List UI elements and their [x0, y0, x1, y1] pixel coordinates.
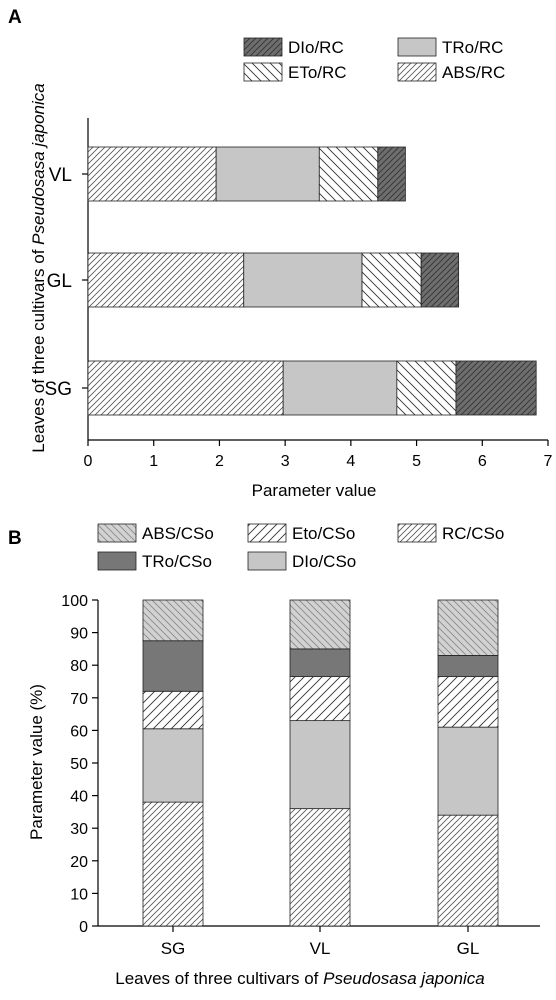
- bar-segment-gl-abs-rc: [87, 252, 245, 308]
- legend-swatch-abs-rc: [397, 62, 437, 82]
- bar-segment-vl-tro-rc: [215, 146, 320, 202]
- panel-a-axes: 0 1 2 3 4 5 6 7 VL GL SG: [45, 118, 553, 470]
- panel-b-y-tick-label: 0: [79, 919, 88, 936]
- bar-segment-vl-eto-rc: [318, 146, 379, 202]
- panel-a-y-axis-label: Leaves of three cultivars of Pseudosasa …: [29, 83, 48, 453]
- panel-a-x-tick-label: 1: [149, 453, 158, 470]
- legend-swatch-tro-rc: [397, 37, 437, 57]
- bar-segment-gl-rc-cso: [437, 814, 499, 927]
- bar-segment-sg-dio-rc: [455, 360, 537, 416]
- panel-b-y-tick-label: 80: [70, 658, 88, 675]
- legend-swatch-eto-cso: [247, 523, 287, 543]
- bar-segment-gl-tro-rc: [243, 252, 363, 308]
- legend-label-eto-cso: Eto/CSo: [292, 524, 355, 543]
- bar-segment-vl-tro-cso: [289, 648, 351, 678]
- legend-swatch-rc-cso: [397, 523, 437, 543]
- panel-a-category-label-sg: SG: [45, 379, 72, 400]
- panel-a-x-tick-label: 3: [281, 453, 290, 470]
- panel-b-y-tick-label: 10: [70, 886, 88, 903]
- panel-a-category-label-gl: GL: [47, 271, 72, 292]
- bar-segment-sg-eto-rc: [396, 360, 457, 416]
- panel-b-bars: [142, 599, 499, 927]
- panel-b-legend: ABS/CSo Eto/CSo RC/CSo TRo/CSo DIo/CSo: [97, 523, 504, 571]
- panel-b-x-axis-label: Leaves of three cultivars of Pseudosasa …: [115, 969, 485, 988]
- panel-a-label: A: [8, 7, 22, 28]
- panel-a: A DIo/RC TRo/RC ETo/RC ABS/RC 0 1 2 3 4 5 6 7 VL GL S…: [8, 7, 553, 500]
- bar-segment-gl-dio-rc: [420, 252, 460, 308]
- panel-b: B ABS/CSo Eto/CSo RC/CSo TRo/CSo DIo/CSo 0 10…: [8, 523, 540, 988]
- bar-segment-sg-tro-cso: [142, 640, 204, 692]
- bar-segment-vl-rc-cso: [289, 808, 351, 927]
- panel-b-y-tick-label: 60: [70, 723, 88, 740]
- bar-segment-gl-tro-cso: [437, 655, 499, 678]
- panel-a-x-tick-label: 0: [84, 453, 93, 470]
- panel-b-category-label-sg: SG: [161, 939, 186, 958]
- legend-label-rc-cso: RC/CSo: [442, 524, 504, 543]
- bar-segment-vl-abs-rc: [87, 146, 217, 202]
- bar-segment-sg-abs-cso: [142, 599, 204, 642]
- panel-a-x-tick-label: 6: [478, 453, 487, 470]
- panel-b-y-tick-label: 90: [70, 626, 88, 643]
- panel-a-x-axis-label: Parameter value: [252, 481, 377, 500]
- bar-segment-sg-tro-rc: [282, 360, 398, 416]
- bar-segment-sg-abs-rc: [87, 360, 284, 416]
- bar-segment-gl-abs-cso: [437, 599, 499, 656]
- legend-label-tro-cso: TRo/CSo: [142, 552, 212, 571]
- panel-b-y-tick-label: 20: [70, 854, 88, 871]
- panel-a-x-tick-label: 4: [346, 453, 355, 470]
- panel-b-y-tick-label: 40: [70, 789, 88, 806]
- panel-a-category-label-vl: VL: [49, 165, 72, 186]
- panel-a-legend: DIo/RC TRo/RC ETo/RC ABS/RC: [243, 37, 505, 82]
- bar-segment-sg-dio-cso: [142, 728, 204, 803]
- legend-swatch-tro-cso: [97, 551, 137, 571]
- panel-a-x-tick-label: 2: [215, 453, 224, 470]
- bar-segment-sg-rc-cso: [142, 801, 204, 927]
- panel-b-y-tick-label: 70: [70, 691, 88, 708]
- legend-swatch-dio-rc: [243, 37, 283, 57]
- bar-segment-gl-eto-rc: [361, 252, 422, 308]
- panel-b-category-label-gl: GL: [457, 939, 480, 958]
- panel-b-y-tick-label: 50: [70, 756, 88, 773]
- panel-b-y-tick-label: 100: [61, 593, 88, 610]
- panel-a-x-tick-label: 5: [412, 453, 421, 470]
- bar-segment-vl-dio-rc: [377, 146, 406, 202]
- legend-label-tro-rc: TRo/RC: [442, 38, 503, 57]
- bar-segment-vl-eto-cso: [289, 676, 351, 722]
- legend-swatch-dio-cso: [247, 551, 287, 571]
- legend-label-dio-rc: DIo/RC: [288, 38, 344, 57]
- legend-swatch-abs-cso: [97, 523, 137, 543]
- bar-segment-vl-dio-cso: [289, 720, 351, 810]
- legend-label-abs-cso: ABS/CSo: [142, 524, 214, 543]
- panel-b-category-label-vl: VL: [310, 939, 331, 958]
- legend-label-dio-cso: DIo/CSo: [292, 552, 356, 571]
- legend-label-eto-rc: ETo/RC: [288, 63, 347, 82]
- legend-swatch-eto-rc: [243, 62, 283, 82]
- bar-segment-sg-eto-cso: [142, 690, 204, 730]
- legend-label-abs-rc: ABS/RC: [442, 63, 505, 82]
- panel-a-bars: [87, 146, 537, 416]
- bar-segment-gl-dio-cso: [437, 726, 499, 816]
- bar-segment-vl-abs-cso: [289, 599, 351, 650]
- panel-b-y-tick-label: 30: [70, 821, 88, 838]
- panel-a-x-tick-label: 7: [544, 453, 553, 470]
- panel-b-y-axis-label: Parameter value (%): [27, 684, 46, 840]
- panel-b-label: B: [8, 528, 22, 549]
- bar-segment-gl-eto-cso: [437, 676, 499, 728]
